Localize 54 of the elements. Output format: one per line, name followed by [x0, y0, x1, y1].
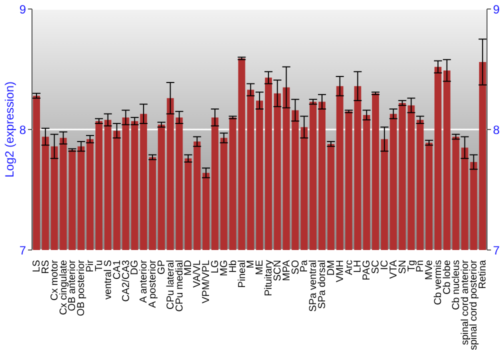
y2-tick-label: 7: [493, 243, 500, 258]
y-tick-label: 7: [19, 243, 26, 258]
x-tick-label: CPu lateral: [165, 260, 176, 310]
x-tick-label: Pa: [299, 260, 310, 272]
x-tick-label: DG: [130, 260, 141, 275]
x-tick-label: PAG: [362, 260, 373, 280]
x-tick-label: A anterior: [138, 259, 150, 303]
x-tick-label: ME: [254, 260, 266, 275]
x-tick-label: M: [246, 260, 257, 268]
x-tick-label: MG: [218, 260, 230, 276]
x-tick-label: LG: [210, 260, 221, 274]
x-tick-label: A posterior: [148, 259, 159, 308]
y2-tick-label: 8: [493, 122, 500, 137]
x-tick-label: SO: [290, 260, 302, 274]
x-tick-label: spinal cord posterior: [468, 259, 480, 350]
x-tick-label: SN: [397, 260, 408, 274]
x-tick-label: CA2/CA3: [120, 260, 132, 302]
x-tick-label: Tg: [406, 260, 418, 272]
x-tick-label: Arc: [344, 260, 355, 275]
x-tick-label: Retina: [478, 260, 489, 289]
x-tick-label: SPa dorsal: [317, 260, 328, 309]
y-axis-title: Log2 (expression): [2, 81, 16, 178]
x-tick-label: Pir: [85, 259, 96, 272]
y-tick-label: 8: [19, 122, 26, 137]
x-tick-label: MPA: [281, 260, 292, 281]
x-tick-label: Tu: [94, 260, 106, 272]
x-tick-label: Cx cingulate: [58, 260, 70, 316]
x-tick-label: OB posterior: [76, 259, 88, 316]
x-tick-label: LS: [32, 260, 43, 272]
x-tick-label: Hb: [228, 260, 239, 273]
x-tick-label: Cb lobe: [442, 260, 453, 294]
x-tick-label: MVe: [424, 260, 436, 280]
x-tick-label: Pituitary: [264, 260, 275, 296]
x-tick-label: DM: [326, 260, 337, 276]
x-tick-label: Pineal: [236, 260, 248, 288]
x-tick-label: Pn: [415, 260, 426, 272]
x-tick-label: VTA: [388, 260, 400, 279]
x-tick-label: IC: [380, 260, 390, 270]
y2-tick-label: 9: [493, 2, 500, 16]
x-tick-label: Cx motor: [49, 259, 60, 301]
y-tick-label: 9: [19, 2, 26, 16]
x-tick-label: VPM/VPL: [201, 260, 212, 304]
x-tick-label: CPu medial: [174, 260, 186, 312]
x-tick-label: OB anterior: [67, 259, 78, 312]
x-tick-label: RS: [40, 260, 52, 274]
x-tick-label: spinal cord anterior: [460, 259, 471, 346]
x-tick-label: CA1: [112, 260, 123, 280]
x-tick-label: SC: [370, 260, 382, 274]
x-tick-label: LH: [352, 260, 364, 273]
x-tick-label: Cb nucleus: [450, 260, 462, 310]
x-tick-label: GP: [156, 260, 168, 274]
x-tick-label: ventral S: [102, 260, 114, 300]
x-tick-label: SCN: [272, 260, 284, 282]
x-tick-label: VMH: [334, 260, 346, 282]
